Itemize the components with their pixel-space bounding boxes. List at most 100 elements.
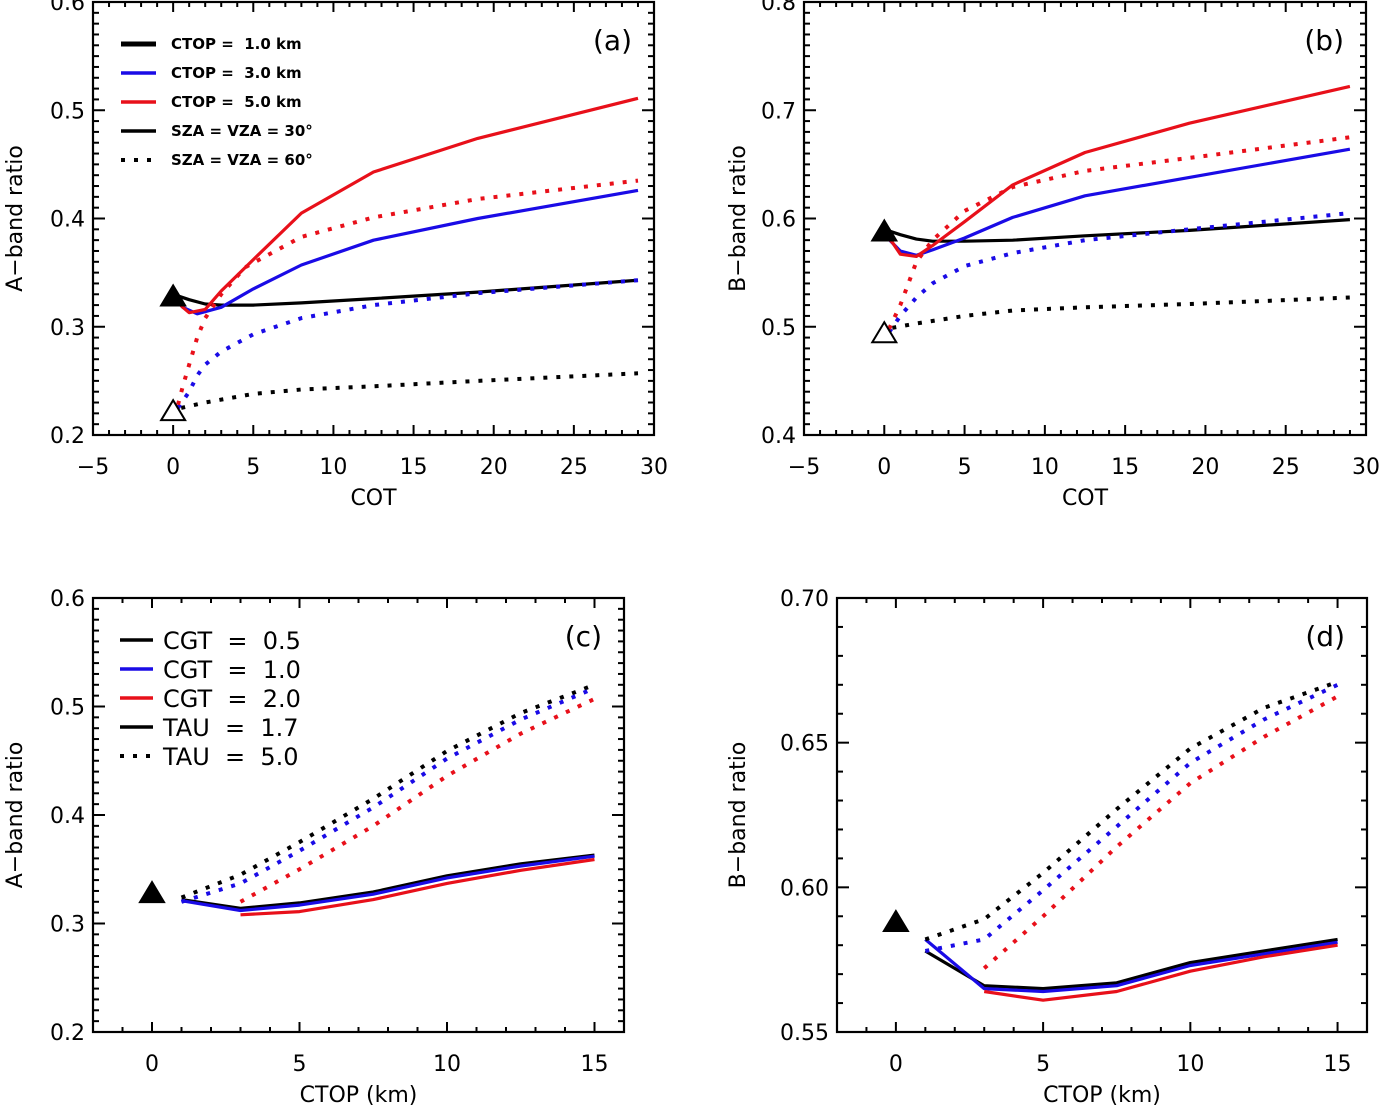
- y-tick-label: 0.4: [761, 424, 796, 449]
- triangle-marker-filled: [882, 909, 910, 933]
- legend-label: CTOP = 5.0 km: [171, 93, 302, 111]
- series-line-black-dotted: [924, 680, 1339, 942]
- panel-label: (c): [565, 620, 602, 653]
- series-line-red-dotted: [176, 178, 639, 406]
- y-tick-label: 0.6: [50, 0, 85, 16]
- series-group: [883, 84, 1351, 334]
- y-tick-label: 0.7: [761, 99, 796, 124]
- axis-ticks: [92, 597, 625, 1033]
- legend-label: SZA = VZA = 30°: [171, 122, 313, 140]
- axis-ticks: [92, 0, 655, 436]
- y-tick-label: 0.5: [50, 696, 85, 721]
- y-tick-label: 0.4: [50, 804, 85, 829]
- y-tick-label: 0.3: [50, 913, 85, 938]
- y-axis-title: A−band ratio: [3, 145, 28, 292]
- legend-label: TAU = 1.7: [162, 714, 299, 742]
- y-tick-label: 0.2: [50, 424, 85, 449]
- panel-label: (a): [593, 24, 632, 57]
- x-tick-label: 0: [145, 1052, 159, 1077]
- legend-label: CTOP = 1.0 km: [171, 35, 302, 53]
- series-line-black-solid: [883, 218, 1351, 243]
- series-line-blue-solid: [181, 854, 595, 913]
- x-tick-label: 0: [877, 455, 891, 480]
- x-tick-label: 10: [1031, 455, 1059, 480]
- x-axis-title: CTOP (km): [1043, 1083, 1161, 1108]
- x-axis-title: CTOP (km): [300, 1083, 418, 1108]
- plot-frame: [802, 0, 1368, 437]
- y-tick-label: 0.5: [50, 99, 85, 124]
- series-line-red-solid: [883, 84, 1351, 258]
- x-tick-label: 15: [1111, 455, 1139, 480]
- series-group: [180, 682, 596, 917]
- x-tick-label: 15: [1324, 1052, 1352, 1077]
- series-line-red-dotted: [982, 694, 1339, 970]
- series-line-blue-dotted: [924, 682, 1339, 953]
- legend-label: SZA = VZA = 60°: [171, 151, 313, 169]
- x-tick-label: 5: [1036, 1052, 1050, 1077]
- panel-a: −5 0 5 10 15 20 25 30 0.2 0.3 0.4 0.5 0.6 COT A−band r…: [3, 0, 668, 511]
- y-tick-label: 0.3: [50, 316, 85, 341]
- x-tick-label: 30: [1352, 455, 1380, 480]
- y-tick-label: 0.6: [761, 208, 796, 233]
- panel-c: 0 5 10 15 0.2 0.3 0.4 0.5 0.6 CTOP (km) A−band rat…: [3, 587, 626, 1108]
- y-tick-label: 0.6: [50, 587, 85, 612]
- series-line-black-solid: [172, 278, 639, 307]
- y-tick-label: 0.2: [50, 1021, 85, 1046]
- x-axis-title: COT: [350, 486, 397, 511]
- x-tick-label: 5: [958, 455, 972, 480]
- y-tick-label: 0.55: [780, 1021, 829, 1046]
- y-tick-label: 0.5: [761, 316, 796, 341]
- x-tick-label: 25: [1272, 455, 1300, 480]
- x-tick-label: 15: [400, 455, 428, 480]
- x-tick-label: 0: [889, 1052, 903, 1077]
- y-axis-title: A−band ratio: [3, 742, 28, 889]
- series-group: [924, 680, 1339, 1002]
- axis-ticks: [803, 1, 1367, 436]
- y-tick-label: 0.65: [780, 732, 829, 757]
- series-line-black-solid: [181, 853, 595, 910]
- series-line-red-solid: [983, 943, 1338, 1002]
- panel-label: (b): [1304, 24, 1344, 57]
- series-group: [171, 96, 639, 410]
- triangle-marker-open: [870, 320, 899, 344]
- series-line-red-dotted: [239, 697, 596, 904]
- x-tick-label: 0: [166, 455, 180, 480]
- y-tick-label: 0.60: [780, 876, 829, 901]
- panel-b: −5 0 5 10 15 20 25 30 0.4 0.5 0.6 0.7 0.8 COT B−band r…: [726, 0, 1380, 511]
- x-tick-label: 25: [560, 455, 588, 480]
- series-line-black-dotted: [180, 371, 639, 410]
- panel-label: (d): [1305, 620, 1345, 653]
- triangle-marker-filled: [159, 283, 187, 307]
- legend-label: CGT = 1.0: [163, 656, 301, 684]
- y-tick-label: 0.4: [50, 208, 85, 233]
- x-tick-label: 10: [433, 1052, 461, 1077]
- x-tick-label: 20: [1191, 455, 1219, 480]
- series-line-red-solid: [240, 857, 595, 917]
- x-tick-label: 20: [480, 455, 508, 480]
- plot-frame: [835, 596, 1369, 1034]
- y-axis-title: B−band ratio: [726, 742, 751, 889]
- y-tick-label: 0.8: [761, 0, 796, 16]
- y-axis-title: B−band ratio: [726, 145, 751, 292]
- x-tick-label: 10: [1176, 1052, 1204, 1077]
- series-line-blue-dotted: [176, 278, 639, 410]
- x-axis-title: COT: [1062, 486, 1109, 511]
- x-tick-label: 15: [581, 1052, 609, 1077]
- legend-label: CGT = 0.5: [163, 627, 301, 655]
- legend-label: CTOP = 3.0 km: [171, 64, 302, 82]
- x-tick-label: −5: [788, 455, 820, 480]
- triangle-marker-open: [159, 398, 187, 422]
- legend-label: TAU = 5.0: [162, 743, 299, 771]
- axis-ticks: [836, 597, 1368, 1033]
- legend-label: CGT = 2.0: [163, 685, 301, 713]
- x-tick-label: 10: [319, 455, 347, 480]
- y-tick-label: 0.70: [780, 587, 829, 612]
- x-tick-label: 5: [293, 1052, 307, 1077]
- triangle-marker-filled: [138, 880, 166, 904]
- series-line-blue-solid: [924, 938, 1338, 994]
- x-tick-label: 5: [246, 455, 260, 480]
- x-tick-label: 30: [640, 455, 668, 480]
- series-line-black-solid: [924, 937, 1338, 991]
